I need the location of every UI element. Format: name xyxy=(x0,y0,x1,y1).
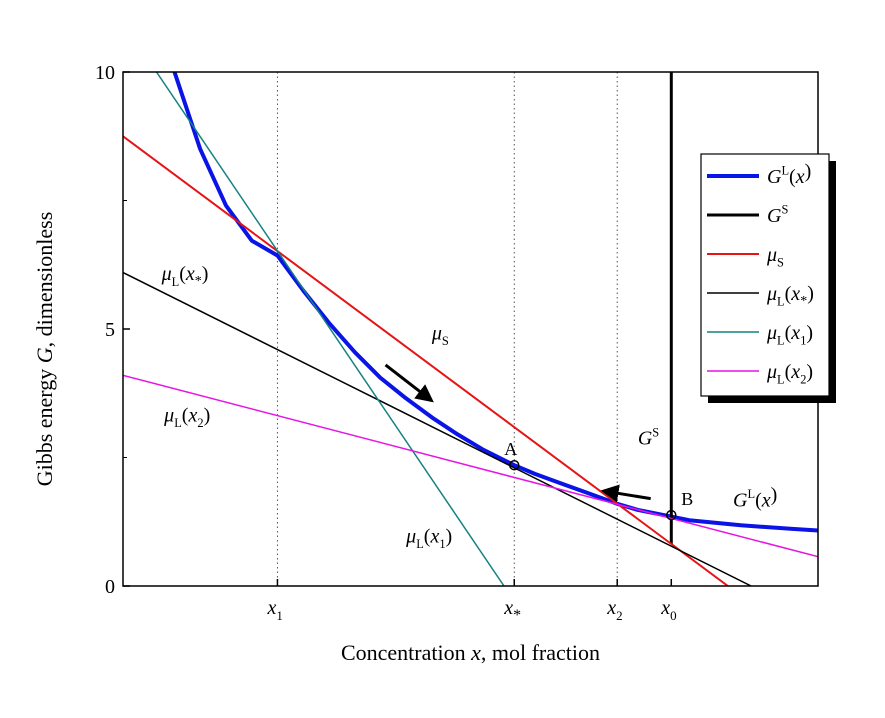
point-label-B: B xyxy=(681,489,693,509)
series-GL xyxy=(172,72,818,533)
annotation-1: μS xyxy=(431,322,449,348)
series-muLxs xyxy=(123,271,752,586)
legend-label-muS: μS xyxy=(766,244,784,270)
legend-label-muLx2: μL(x2) xyxy=(766,361,813,387)
y-tick-label-0: 0 xyxy=(105,576,115,598)
legend: GL(x) GS μS μL(x*) μL(x1) μL(x2) xyxy=(700,153,836,403)
legend-box xyxy=(700,153,830,397)
point-A xyxy=(509,459,520,471)
series-muS xyxy=(123,135,729,586)
legend-label-GL: GL(x) xyxy=(767,161,811,188)
x-tick-label-1: x* xyxy=(503,597,521,624)
series-muLx2 xyxy=(123,374,818,558)
point-B xyxy=(666,509,677,521)
annotation-5: GL(x) xyxy=(733,484,777,511)
y-axis-label: Gibbs energy G, dimensionless xyxy=(32,212,57,487)
x-tick-label-3: x0 xyxy=(660,597,676,623)
grid-layer xyxy=(276,72,618,586)
arrow-0 xyxy=(384,363,434,403)
axis-labels: Concentration x, mol fraction Gibbs energ… xyxy=(32,212,600,665)
annotations: A BμL(x*) μS μL(x2) μL(x1) GS GL(x) xyxy=(161,263,778,551)
x-axis-label: Concentration x, mol fraction xyxy=(341,640,600,665)
annotation-4: GS xyxy=(638,425,659,449)
arrow-1 xyxy=(600,484,651,503)
axis-ticks: 0 5 10 x1 x* x2 x0 xyxy=(95,62,677,624)
annotation-0: μL(x*) xyxy=(161,263,209,289)
series-muLx1 xyxy=(155,72,505,586)
point-label-A: A xyxy=(504,439,517,459)
legend-label-muLxs: μL(x*) xyxy=(766,283,814,309)
y-tick-label-2: 10 xyxy=(95,62,115,84)
x-tick-label-2: x2 xyxy=(606,597,622,623)
series-layer xyxy=(123,72,818,586)
y-tick-label-1: 5 xyxy=(105,319,115,341)
legend-label-GS: GS xyxy=(767,203,788,227)
legend-label-muLx1: μL(x1) xyxy=(766,322,813,348)
annotation-2: μL(x2) xyxy=(163,405,210,431)
annotation-3: μL(x1) xyxy=(405,525,452,551)
x-tick-label-0: x1 xyxy=(266,597,282,623)
